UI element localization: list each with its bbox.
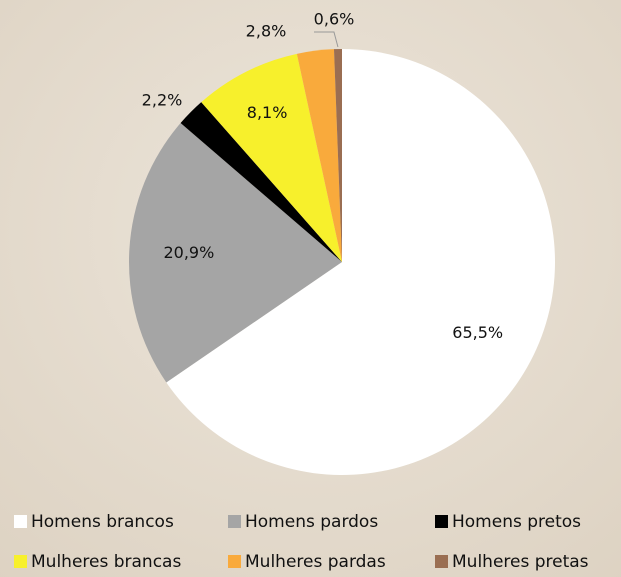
legend-swatch [14, 515, 27, 528]
legend-swatch [228, 515, 241, 528]
legend-label: Mulheres pretas [452, 552, 589, 572]
legend-label: Mulheres brancas [31, 552, 181, 572]
chart: 65,5% 20,9% 2,2% 8,1% 2,8% 0,6% Homens branco… [0, 0, 621, 577]
legend-swatch [228, 555, 241, 568]
data-label: 2,8% [246, 22, 287, 41]
page: {"chart_data": {"type": "pie", "categori… [0, 0, 621, 577]
legend-swatch [435, 515, 448, 528]
data-label: 20,9% [163, 243, 214, 262]
legend-label: Mulheres pardas [245, 552, 386, 572]
legend-label: Homens pretos [452, 512, 581, 532]
data-label: 0,6% [314, 10, 355, 29]
data-label: 65,5% [452, 323, 503, 342]
legend-swatch [14, 555, 27, 568]
data-label: 2,2% [142, 91, 183, 110]
data-label: 8,1% [247, 103, 288, 122]
legend-label: Homens brancos [31, 512, 174, 532]
legend-swatch [435, 555, 448, 568]
legend-label: Homens pardos [245, 512, 378, 532]
